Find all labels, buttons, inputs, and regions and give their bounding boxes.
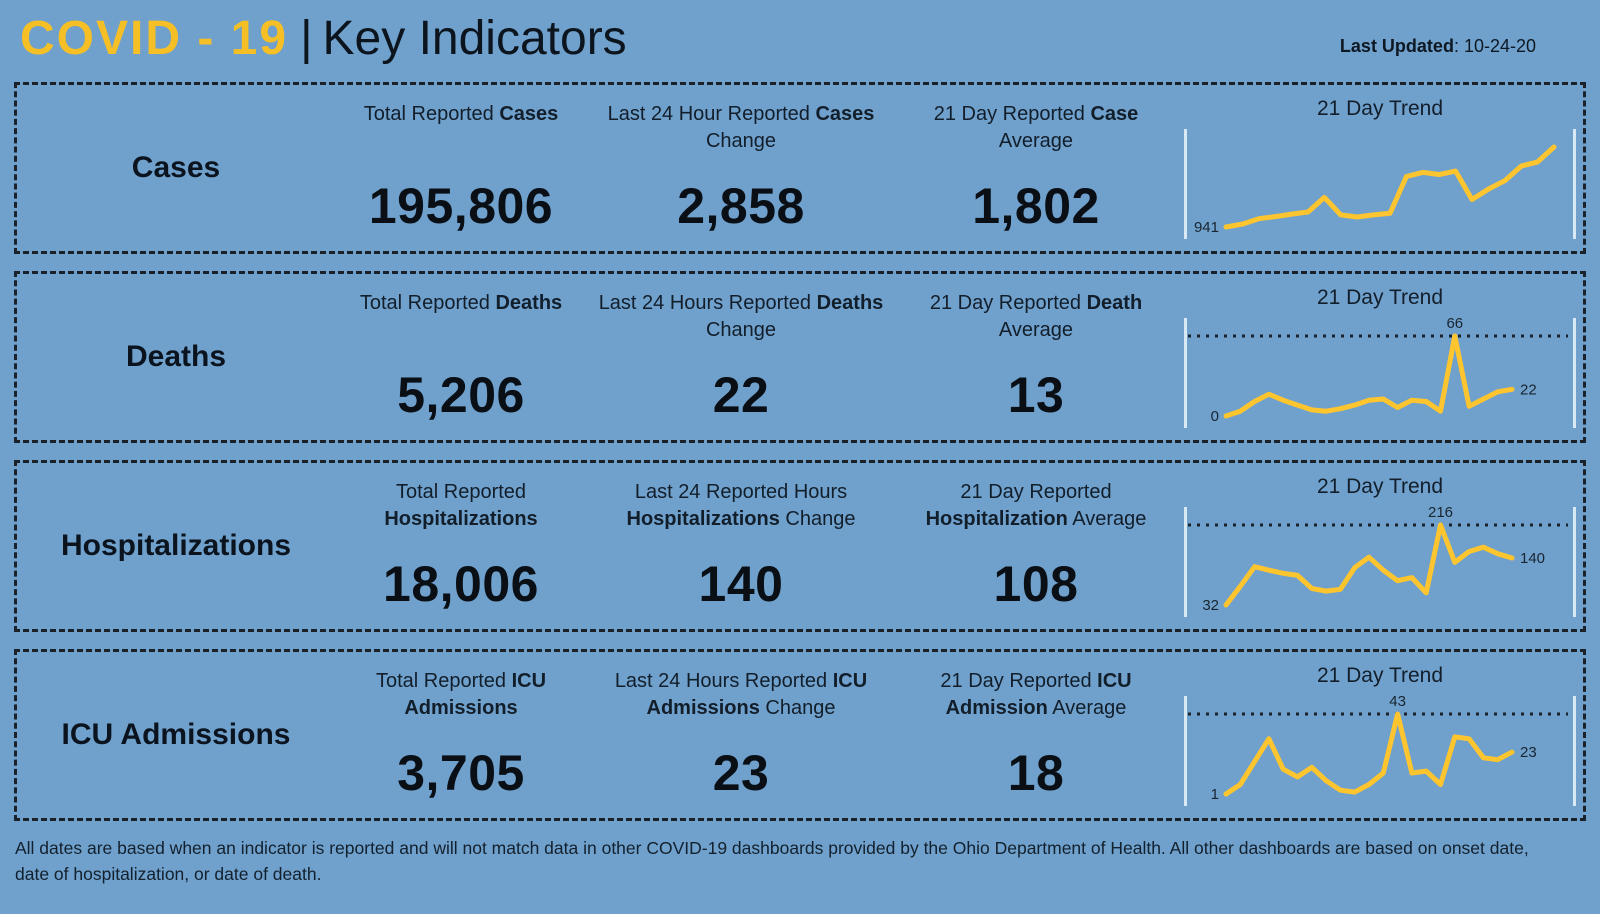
stat-title: Last 24 Hours Reported Deaths Change [598, 292, 884, 341]
trend-sparkline-chart: 43 1 23 [1184, 693, 1576, 806]
stat-value: 5,206 [397, 367, 525, 423]
stat-title: Total Reported Deaths [359, 292, 563, 314]
trend-title: 21 Day Trend [1316, 97, 1444, 120]
stat-value: 195,806 [368, 178, 554, 234]
stat-value: 23 [712, 745, 770, 801]
stat-value: 108 [993, 556, 1079, 612]
title-covid19: COVID - 19 [20, 12, 289, 65]
stat-value: 140 [698, 556, 784, 612]
stat-value: 18 [1007, 745, 1065, 801]
last-updated-label: Last Updated [1339, 36, 1454, 56]
stat-24h-change: Last 24 Reported Hours Hospitalizations … [587, 463, 895, 629]
stat-title: Last 24 Hour Reported Cases Change [607, 103, 875, 152]
stat-total: Total Reported Hospitalizations 18,006 [335, 463, 587, 629]
trend-section: 21 Day Trend 216 32 140 [1177, 463, 1583, 629]
trend-title: 21 Day Trend [1316, 664, 1444, 687]
svg-text:66: 66 [1446, 315, 1463, 332]
page-title: COVID - 19 | Key Indicators [20, 12, 627, 65]
trend-sparkline-chart: 66 0 22 [1184, 315, 1576, 428]
trend-title: 21 Day Trend [1316, 475, 1444, 498]
indicator-name: Cases [131, 151, 221, 184]
trend-sparkline-chart: 216 32 140 [1184, 504, 1576, 617]
trend-section: 21 Day Trend 43 1 23 [1177, 652, 1583, 818]
svg-text:32: 32 [1202, 597, 1219, 614]
panels: Cases Total Reported Cases 195,806 Last … [0, 82, 1600, 821]
svg-text:216: 216 [1428, 504, 1453, 521]
indicator-name: Hospitalizations [60, 529, 292, 562]
indicator-panel-cases: Cases Total Reported Cases 195,806 Last … [14, 82, 1586, 254]
indicator-panel-deaths: Deaths Total Reported Deaths 5,206 Last … [14, 271, 1586, 443]
stat-value: 13 [1007, 367, 1065, 423]
stat-24h-change: Last 24 Hours Reported ICU Admissions Ch… [587, 652, 895, 818]
svg-text:0: 0 [1211, 408, 1219, 425]
stat-title: 21 Day Reported Hospitalization Average [925, 481, 1147, 530]
last-updated: Last Updated: 10-24-20 [1340, 36, 1536, 57]
svg-text:22: 22 [1520, 381, 1537, 398]
stat-total: Total Reported Cases 195,806 [335, 85, 587, 251]
trend-section: 21 Day Trend 941 [1177, 85, 1583, 251]
stat-21day-average: 21 Day Reported Death Average 13 [895, 274, 1177, 440]
svg-text:1: 1 [1211, 786, 1219, 803]
svg-text:23: 23 [1520, 744, 1537, 761]
trend-title: 21 Day Trend [1316, 286, 1444, 309]
stat-value: 2,858 [677, 178, 805, 234]
stat-title: Total Reported ICU Admissions [375, 670, 547, 719]
footer-note: All dates are based when an indicator is… [15, 838, 1529, 885]
dashboard-header: COVID - 19 | Key Indicators Last Updated: … [0, 0, 1600, 82]
stat-21day-average: 21 Day Reported ICU Admission Average 18 [895, 652, 1177, 818]
stat-total: Total Reported ICU Admissions 3,705 [335, 652, 587, 818]
stat-title: 21 Day Reported ICU Admission Average [940, 670, 1132, 719]
title-key-indicators: Key Indicators [322, 12, 627, 65]
stat-title: Last 24 Hours Reported ICU Admissions Ch… [614, 670, 868, 719]
stat-21day-average: 21 Day Reported Hospitalization Average … [895, 463, 1177, 629]
indicator-name: ICU Admissions [61, 718, 291, 751]
trend-sparkline-chart: 941 [1184, 129, 1576, 239]
stat-title: Total Reported Hospitalizations [384, 481, 538, 530]
stat-24h-change: Last 24 Hours Reported Deaths Change 22 [587, 274, 895, 440]
indicator-panel-hospitalizations: Hospitalizations Total Reported Hospital… [14, 460, 1586, 632]
last-updated-value: : 10-24-20 [1453, 36, 1536, 56]
stat-21day-average: 21 Day Reported Case Average 1,802 [895, 85, 1177, 251]
stat-24h-change: Last 24 Hour Reported Cases Change 2,858 [587, 85, 895, 251]
stat-title: 21 Day Reported Case Average [933, 103, 1139, 152]
trend-section: 21 Day Trend 66 0 22 [1177, 274, 1583, 440]
indicator-panel-icu-admissions: ICU Admissions Total Reported ICU Admiss… [14, 649, 1586, 821]
stat-total: Total Reported Deaths 5,206 [335, 274, 587, 440]
svg-text:43: 43 [1389, 693, 1406, 710]
svg-text:941: 941 [1194, 219, 1219, 236]
stat-value: 22 [712, 367, 770, 423]
stat-value: 1,802 [972, 178, 1100, 234]
stat-title: Total Reported Cases [363, 103, 559, 125]
stat-title: Last 24 Reported Hours Hospitalizations … [626, 481, 856, 530]
indicator-name: Deaths [125, 340, 227, 373]
svg-text:140: 140 [1520, 550, 1545, 567]
stat-title: 21 Day Reported Death Average [929, 292, 1143, 341]
stat-value: 3,705 [397, 745, 525, 801]
title-separator: | [300, 12, 313, 65]
stat-value: 18,006 [383, 556, 539, 612]
